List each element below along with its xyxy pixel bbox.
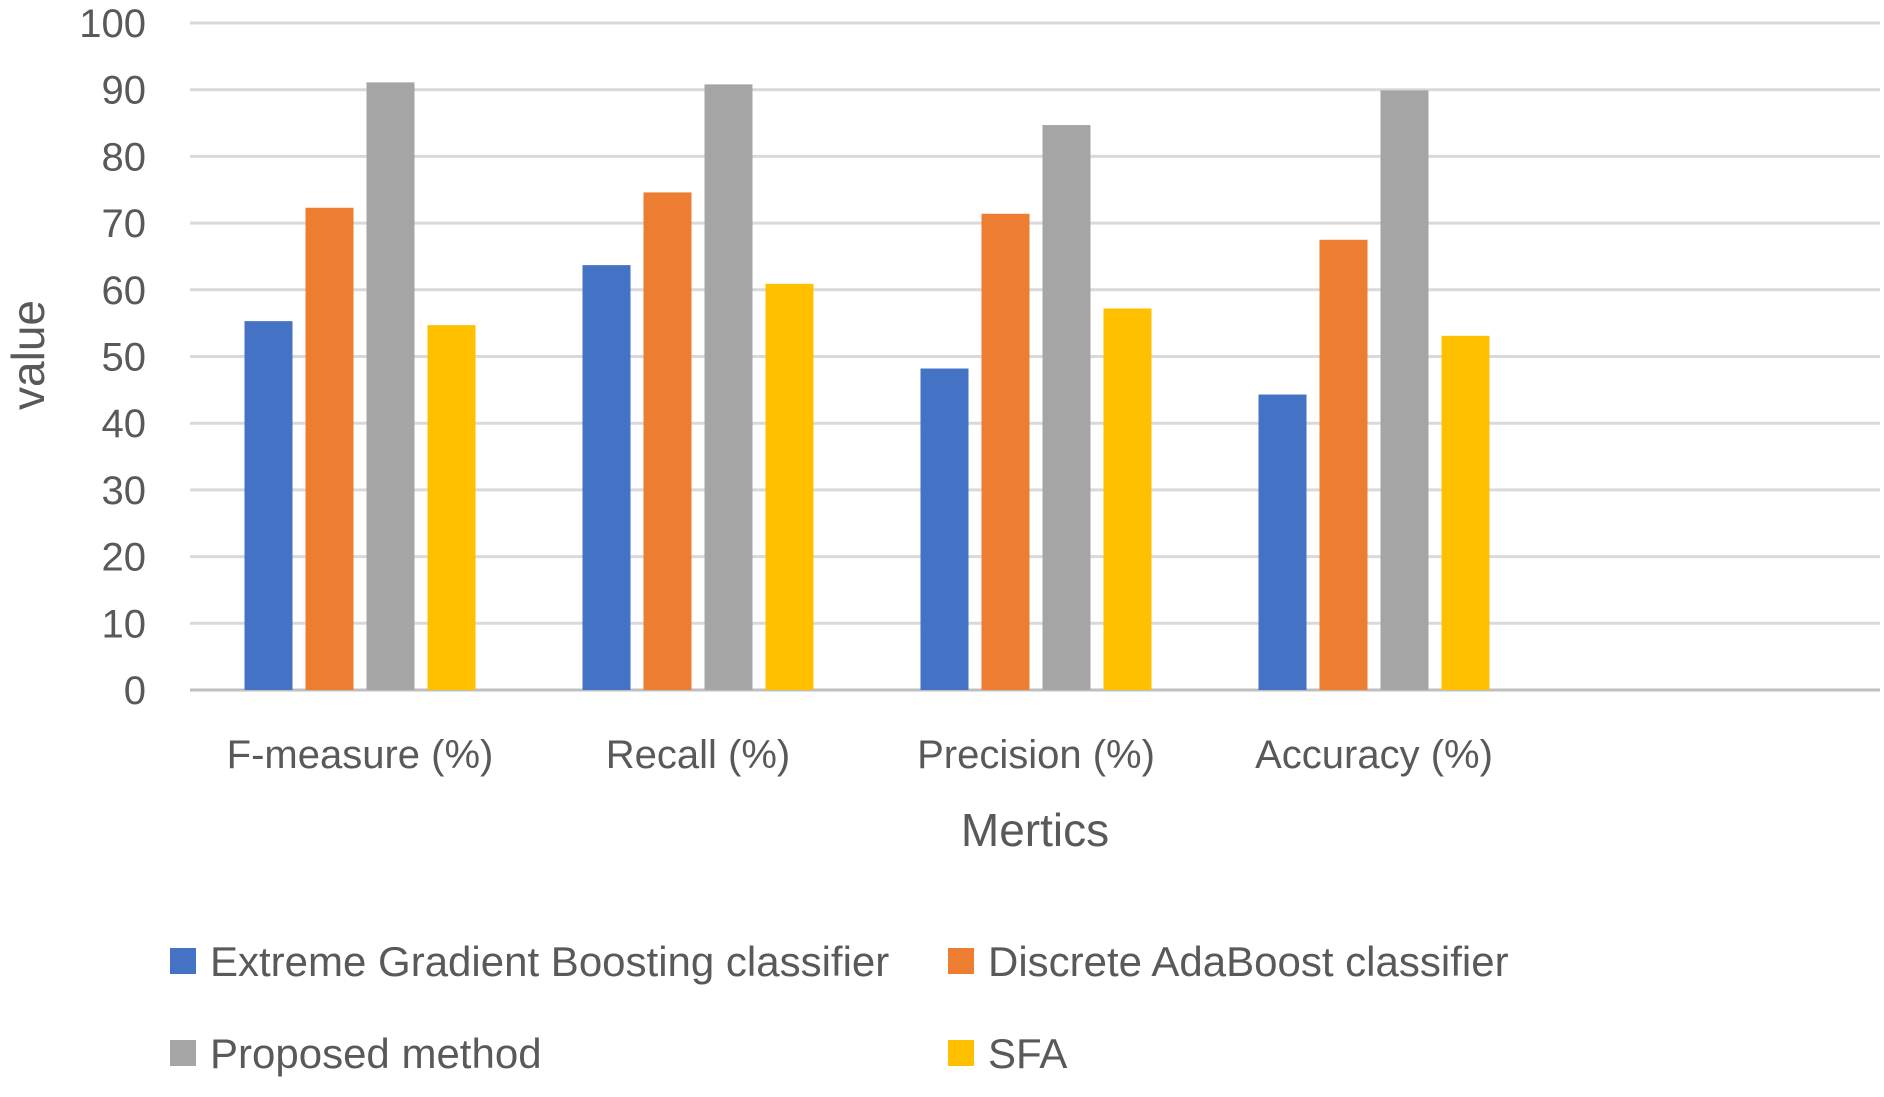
bar xyxy=(1380,90,1429,690)
y-tick-label: 70 xyxy=(102,202,147,246)
legend-label: Discrete AdaBoost classifier xyxy=(988,938,1509,985)
y-tick-label: 40 xyxy=(102,402,147,446)
bar xyxy=(981,213,1030,690)
legend-label: SFA xyxy=(988,1030,1067,1077)
legend-swatch xyxy=(170,948,196,974)
bar xyxy=(765,283,814,690)
y-tick-label: 20 xyxy=(102,536,147,580)
bar xyxy=(1103,308,1152,690)
y-tick-label: 50 xyxy=(102,336,147,380)
legend-label: Proposed method xyxy=(210,1030,542,1077)
y-tick-label: 100 xyxy=(79,2,146,46)
y-tick-label: 10 xyxy=(102,602,147,646)
bar xyxy=(366,82,415,691)
y-tick-label: 60 xyxy=(102,269,147,313)
bar xyxy=(1319,239,1368,690)
y-axis-title: value xyxy=(2,300,54,410)
legend-swatch xyxy=(948,1040,974,1066)
bar xyxy=(244,321,293,690)
bar xyxy=(643,192,692,690)
x-tick-label: F-measure (%) xyxy=(227,733,494,777)
bar xyxy=(1441,335,1490,690)
y-tick-label: 90 xyxy=(102,69,147,113)
x-axis-title: Mertics xyxy=(961,804,1109,856)
x-tick-label: Accuracy (%) xyxy=(1255,733,1493,777)
y-tick-label: 80 xyxy=(102,135,147,179)
legend: Extreme Gradient Boosting classifier Disc… xyxy=(170,938,1509,1077)
x-tick-labels: F-measure (%) Recall (%) Precision (%) Accu… xyxy=(227,733,1493,777)
bar xyxy=(1258,394,1307,690)
bar xyxy=(1042,125,1091,690)
y-tick-label: 0 xyxy=(124,669,146,713)
legend-swatch xyxy=(170,1040,196,1066)
legend-label: Extreme Gradient Boosting classifier xyxy=(210,938,889,985)
bar xyxy=(920,368,969,690)
legend-swatch xyxy=(948,948,974,974)
y-tick-labels: 0 10 20 30 40 50 60 70 80 90 100 xyxy=(79,2,146,713)
x-tick-label: Recall (%) xyxy=(606,733,790,777)
y-tick-label: 30 xyxy=(102,469,147,513)
bar xyxy=(305,207,354,690)
x-tick-label: Precision (%) xyxy=(917,733,1155,777)
bars xyxy=(244,82,1490,691)
bar xyxy=(427,325,476,690)
bar xyxy=(582,265,631,690)
bar xyxy=(704,84,753,690)
